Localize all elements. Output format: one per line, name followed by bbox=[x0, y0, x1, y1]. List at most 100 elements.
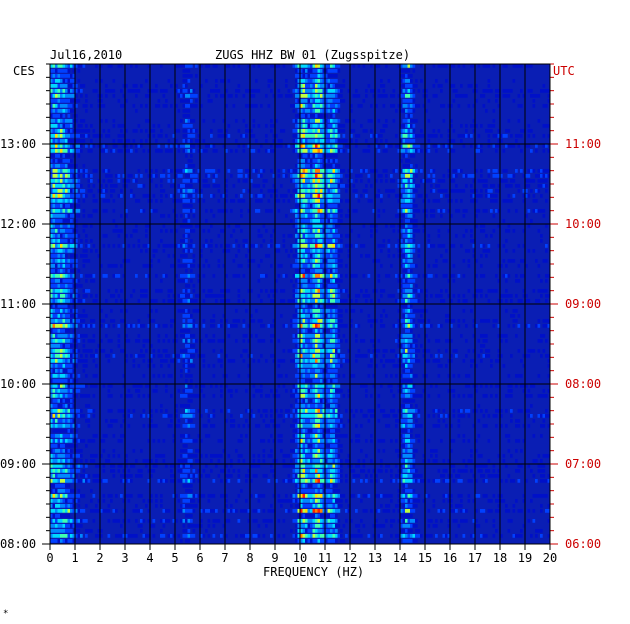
heatmap-cell bbox=[335, 339, 338, 343]
heatmap-cell bbox=[162, 174, 166, 178]
heatmap-cell bbox=[415, 374, 418, 378]
heatmap-cell bbox=[402, 84, 406, 88]
heatmap-cell bbox=[337, 84, 341, 88]
heatmap-cell bbox=[547, 169, 551, 173]
heatmap-cell bbox=[335, 184, 338, 188]
heatmap-cell bbox=[330, 124, 333, 128]
heatmap-cell bbox=[315, 194, 318, 198]
heatmap-cell bbox=[172, 209, 176, 213]
heatmap-cell bbox=[412, 119, 416, 123]
heatmap-cell bbox=[237, 289, 241, 293]
heatmap-cell bbox=[362, 189, 366, 193]
heatmap-cell bbox=[115, 229, 118, 233]
heatmap-cell bbox=[437, 229, 441, 233]
heatmap-cell bbox=[212, 274, 216, 278]
heatmap-cell bbox=[322, 164, 326, 168]
heatmap-cell bbox=[67, 144, 71, 148]
heatmap-cell bbox=[85, 294, 88, 298]
heatmap-cell bbox=[227, 64, 231, 68]
heatmap-cell bbox=[407, 94, 411, 98]
heatmap-cell bbox=[405, 204, 408, 208]
heatmap-cell bbox=[52, 199, 56, 203]
heatmap-cell bbox=[182, 204, 186, 208]
heatmap-cell bbox=[82, 209, 86, 213]
heatmap-cell bbox=[427, 174, 431, 178]
heatmap-cell bbox=[200, 104, 203, 108]
heatmap-cell bbox=[260, 339, 263, 343]
heatmap-cell bbox=[410, 339, 413, 343]
heatmap-cell bbox=[105, 314, 108, 318]
heatmap-cell bbox=[492, 124, 496, 128]
heatmap-cell bbox=[202, 149, 206, 153]
heatmap-cell bbox=[115, 299, 118, 303]
heatmap-cell bbox=[260, 259, 263, 263]
heatmap-cell bbox=[312, 254, 316, 258]
heatmap-cell bbox=[390, 189, 393, 193]
heatmap-cell bbox=[55, 199, 58, 203]
heatmap-cell bbox=[210, 239, 213, 243]
heatmap-cell bbox=[72, 139, 76, 143]
heatmap-cell bbox=[437, 189, 441, 193]
heatmap-cell bbox=[52, 254, 56, 258]
heatmap-cell bbox=[52, 74, 56, 78]
heatmap-cell bbox=[235, 254, 238, 258]
heatmap-cell bbox=[185, 64, 188, 68]
heatmap-cell bbox=[355, 134, 358, 138]
heatmap-cell bbox=[445, 319, 448, 323]
heatmap-cell bbox=[395, 134, 398, 138]
heatmap-cell bbox=[262, 324, 266, 328]
heatmap-cell bbox=[302, 149, 306, 153]
heatmap-cell bbox=[55, 344, 58, 348]
heatmap-cell bbox=[522, 199, 526, 203]
heatmap-cell bbox=[57, 274, 61, 278]
heatmap-cell bbox=[447, 169, 451, 173]
heatmap-cell bbox=[57, 324, 61, 328]
heatmap-cell bbox=[315, 154, 318, 158]
heatmap-cell bbox=[325, 254, 328, 258]
heatmap-cell bbox=[107, 324, 111, 328]
heatmap-cell bbox=[337, 119, 341, 123]
heatmap-cell bbox=[510, 179, 513, 183]
heatmap-cell bbox=[55, 369, 58, 373]
heatmap-cell bbox=[337, 359, 341, 363]
heatmap-cell bbox=[507, 259, 511, 263]
heatmap-cell bbox=[357, 354, 361, 358]
heatmap-cell bbox=[65, 179, 68, 183]
heatmap-cell bbox=[540, 239, 543, 243]
heatmap-cell bbox=[397, 224, 401, 228]
heatmap-cell bbox=[382, 354, 386, 358]
heatmap-cell bbox=[315, 324, 318, 328]
heatmap-cell bbox=[242, 319, 246, 323]
heatmap-cell bbox=[400, 74, 403, 78]
heatmap-cell bbox=[440, 364, 443, 368]
heatmap-cell bbox=[52, 284, 56, 288]
heatmap-cell bbox=[405, 199, 408, 203]
heatmap-cell bbox=[182, 364, 186, 368]
heatmap-cell bbox=[335, 144, 338, 148]
heatmap-cell bbox=[270, 79, 273, 83]
heatmap-cell bbox=[305, 124, 308, 128]
heatmap-cell bbox=[215, 149, 218, 153]
heatmap-cell bbox=[240, 264, 243, 268]
heatmap-cell bbox=[355, 354, 358, 358]
heatmap-cell bbox=[187, 89, 191, 93]
heatmap-cell bbox=[55, 289, 58, 293]
heatmap-cell bbox=[57, 109, 61, 113]
heatmap-cell bbox=[425, 89, 428, 93]
heatmap-cell bbox=[447, 129, 451, 133]
heatmap-cell bbox=[402, 79, 406, 83]
heatmap-cell bbox=[340, 124, 343, 128]
heatmap-cell bbox=[545, 224, 548, 228]
heatmap-cell bbox=[160, 214, 163, 218]
heatmap-cell bbox=[320, 84, 323, 88]
heatmap-cell bbox=[432, 129, 436, 133]
heatmap-cell bbox=[192, 309, 196, 313]
heatmap-cell bbox=[277, 244, 281, 248]
heatmap-cell bbox=[515, 374, 518, 378]
heatmap-cell bbox=[447, 144, 451, 148]
heatmap-cell bbox=[270, 289, 273, 293]
heatmap-cell bbox=[67, 114, 71, 118]
heatmap-cell bbox=[495, 149, 498, 153]
heatmap-cell bbox=[110, 194, 113, 198]
heatmap-cell bbox=[275, 249, 278, 253]
